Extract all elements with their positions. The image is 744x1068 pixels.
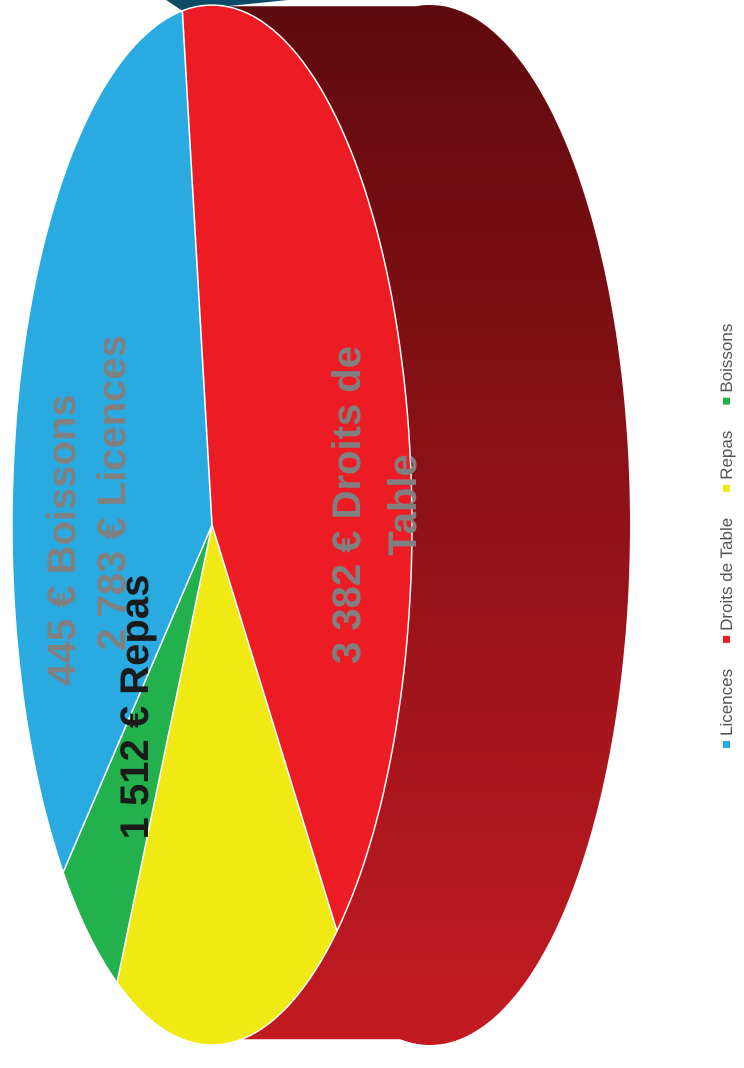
slice-label-line: 445 € Boissons [40, 394, 84, 685]
pie-slice-boissons [62, 524, 213, 985]
legend-label: Boissons [717, 324, 736, 393]
slice-label-boissons: 445 € Boissons [40, 394, 84, 685]
legend-item-droits-de-table: Droits de Table [717, 518, 736, 643]
pie-slice-repas [116, 524, 338, 1046]
slice-label-line: Table [381, 454, 425, 556]
slice-label-line: 1 512 € Repas [113, 575, 157, 840]
legend-label: Licences [717, 669, 736, 736]
slice-label-licences: 2 783 € Licences [90, 335, 134, 651]
legend-swatch [723, 741, 730, 748]
pie-side-band [182, 5, 630, 1045]
legend-item-boissons: Boissons [717, 324, 736, 405]
legend-swatch [723, 635, 730, 643]
pie-slice-layer [11, 4, 413, 1046]
legend-item-licences: Licences [717, 669, 736, 748]
legend: Licences Droits de Table Repas Boissons [717, 324, 736, 748]
legend-item-repas: Repas [717, 431, 736, 492]
legend-swatch [723, 484, 730, 492]
slice-label-line: 2 783 € Licences [90, 335, 134, 651]
slice-label-droits-de-table: 3 382 € Droits de Table [325, 346, 425, 664]
pie-label-layer: 2 783 € Licences 3 382 € Droits de Table 1 … [40, 335, 425, 839]
pie-slice-droits-de-table [181, 4, 413, 934]
slice-label-repas: 1 512 € Repas [113, 575, 157, 840]
pie-slice-licences [11, 9, 213, 875]
legend-label: Droits de Table [717, 518, 736, 631]
slice-label-line: 3 382 € Droits de [325, 346, 369, 664]
legend-label: Repas [717, 431, 736, 480]
legend-swatch [723, 397, 730, 405]
